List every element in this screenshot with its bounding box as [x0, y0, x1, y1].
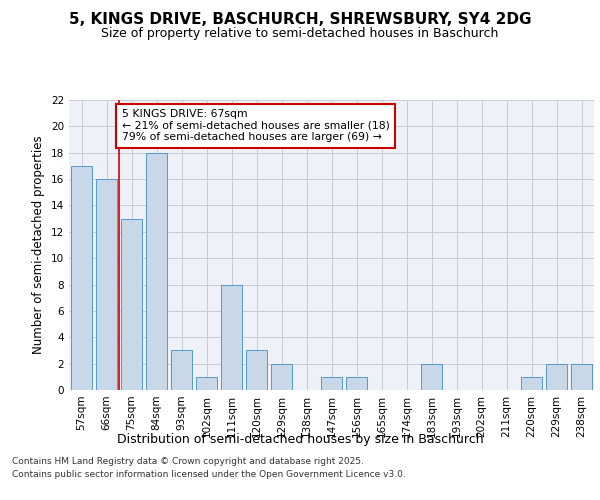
Bar [221, 284, 242, 390]
Text: Contains public sector information licensed under the Open Government Licence v3: Contains public sector information licen… [12, 470, 406, 479]
Text: 5, KINGS DRIVE, BASCHURCH, SHREWSBURY, SY4 2DG: 5, KINGS DRIVE, BASCHURCH, SHREWSBURY, S… [69, 12, 531, 28]
Bar [171, 350, 192, 390]
Bar [196, 377, 217, 390]
Bar [346, 377, 367, 390]
Text: Contains HM Land Registry data © Crown copyright and database right 2025.: Contains HM Land Registry data © Crown c… [12, 458, 364, 466]
Bar [146, 152, 167, 390]
Text: Distribution of semi-detached houses by size in Baschurch: Distribution of semi-detached houses by … [116, 432, 484, 446]
Text: 5 KINGS DRIVE: 67sqm
← 21% of semi-detached houses are smaller (18)
79% of semi-: 5 KINGS DRIVE: 67sqm ← 21% of semi-detac… [121, 109, 389, 142]
Bar [521, 377, 542, 390]
Bar [421, 364, 442, 390]
Bar [121, 218, 142, 390]
Bar [246, 350, 267, 390]
Bar [571, 364, 592, 390]
Text: Size of property relative to semi-detached houses in Baschurch: Size of property relative to semi-detach… [101, 28, 499, 40]
Y-axis label: Number of semi-detached properties: Number of semi-detached properties [32, 136, 46, 354]
Bar [271, 364, 292, 390]
Bar [71, 166, 92, 390]
Bar [96, 179, 117, 390]
Bar [546, 364, 567, 390]
Bar [321, 377, 342, 390]
